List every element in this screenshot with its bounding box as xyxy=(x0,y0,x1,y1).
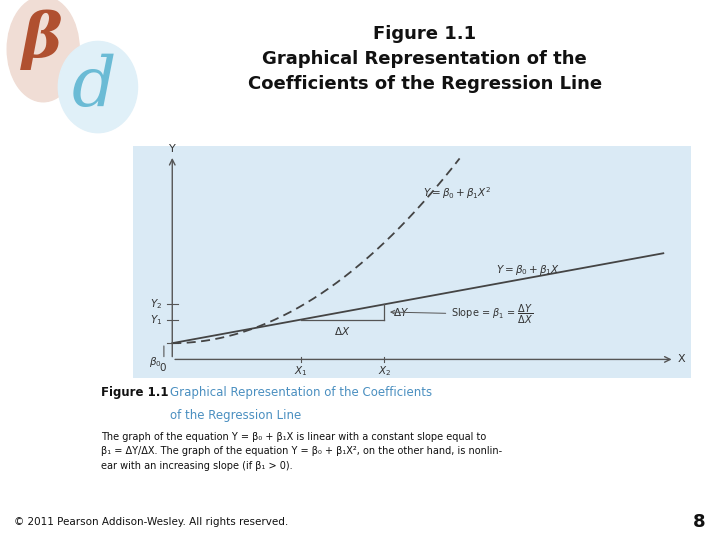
Text: X: X xyxy=(678,354,685,364)
Text: $Y = \beta_0 + \beta_1 X$: $Y = \beta_0 + \beta_1 X$ xyxy=(496,263,560,277)
Text: 0: 0 xyxy=(159,363,166,373)
Text: $X_2$: $X_2$ xyxy=(377,364,391,379)
Text: Y: Y xyxy=(169,144,176,154)
Text: $Y = \beta_0 + \beta_1 X^2$: $Y = \beta_0 + \beta_1 X^2$ xyxy=(423,186,492,201)
Text: The graph of the equation Y = β₀ + β₁X is linear with a constant slope equal to
: The graph of the equation Y = β₀ + β₁X i… xyxy=(101,432,502,471)
Text: Figure 1.1
Graphical Representation of the
Coefficients of the Regression Line: Figure 1.1 Graphical Representation of t… xyxy=(248,25,602,93)
Text: β: β xyxy=(22,9,62,70)
Text: Graphical Representation of the Coefficients: Graphical Representation of the Coeffici… xyxy=(171,386,433,399)
Text: of the Regression Line: of the Regression Line xyxy=(171,409,302,422)
Text: $X_1$: $X_1$ xyxy=(294,364,307,379)
Ellipse shape xyxy=(7,0,79,102)
Text: $\Delta Y$: $\Delta Y$ xyxy=(392,306,409,318)
Text: $\Delta X$: $\Delta X$ xyxy=(334,325,351,337)
Ellipse shape xyxy=(58,42,138,133)
Text: Figure 1.1: Figure 1.1 xyxy=(101,386,168,399)
Text: d: d xyxy=(72,53,117,120)
Text: © 2011 Pearson Addison-Wesley. All rights reserved.: © 2011 Pearson Addison-Wesley. All right… xyxy=(14,517,289,527)
Text: Slope = $\beta_1$ = $\dfrac{\Delta Y}{\Delta X}$: Slope = $\beta_1$ = $\dfrac{\Delta Y}{\D… xyxy=(391,303,534,326)
Text: $\beta_0$: $\beta_0$ xyxy=(150,355,162,369)
Text: $Y_1$: $Y_1$ xyxy=(150,313,162,327)
Text: 8: 8 xyxy=(693,513,706,531)
Text: $Y_2$: $Y_2$ xyxy=(150,298,162,311)
